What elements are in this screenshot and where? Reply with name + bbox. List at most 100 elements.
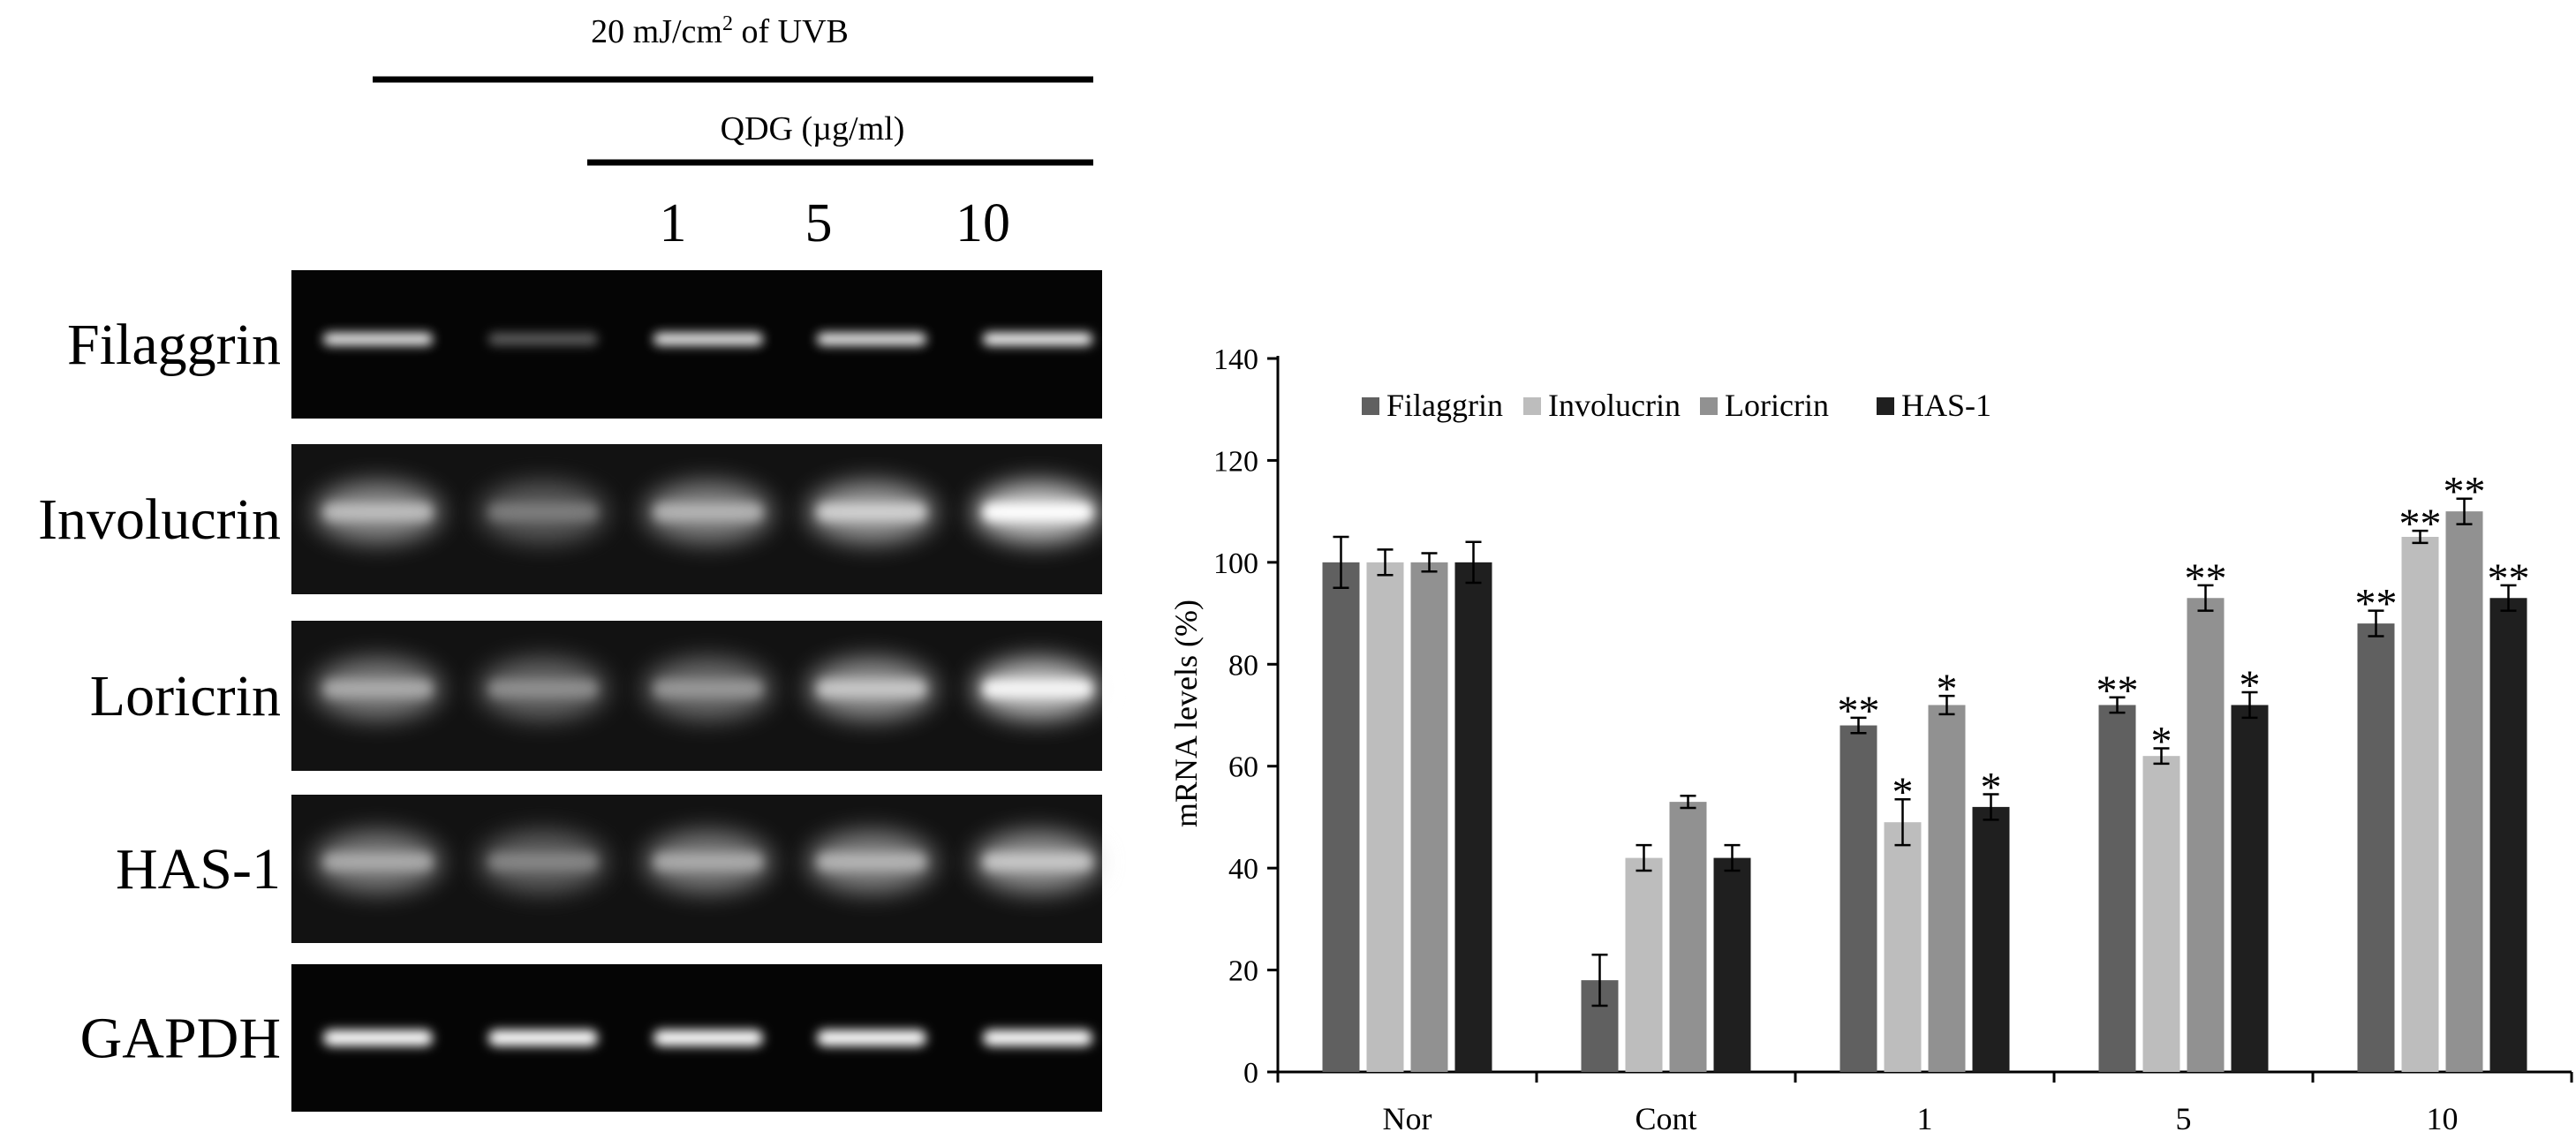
significance-marker: ** bbox=[2096, 668, 2139, 714]
legend-label: Filaggrin bbox=[1386, 388, 1503, 423]
y-tick-label: 100 bbox=[1213, 547, 1258, 580]
gel-row-involucrin: Involucrin bbox=[38, 444, 1102, 594]
legend-item: Filaggrin bbox=[1362, 388, 1503, 423]
y-tick-label: 80 bbox=[1228, 649, 1258, 682]
bar-has-1 bbox=[2231, 705, 2269, 1072]
y-tick-label: 140 bbox=[1213, 343, 1258, 376]
bar-involucrin bbox=[1884, 822, 1922, 1072]
gel-band bbox=[653, 503, 763, 521]
significance-marker: ** bbox=[1838, 688, 1880, 735]
gel-band bbox=[488, 1030, 598, 1046]
significance-marker: * bbox=[1937, 666, 1958, 713]
legend-item: HAS-1 bbox=[1877, 388, 1991, 423]
bar-loricrin bbox=[2187, 598, 2225, 1072]
gel-row-label-filaggrin: Filaggrin bbox=[67, 313, 281, 377]
gel-band bbox=[983, 1030, 1092, 1046]
significance-marker: * bbox=[2151, 719, 2172, 766]
bar-has-1 bbox=[1713, 857, 1751, 1072]
gel-band bbox=[653, 680, 763, 698]
legend-item: Involucrin bbox=[1523, 388, 1681, 423]
y-tick-label: 40 bbox=[1228, 853, 1258, 886]
dose-label-5: 5 bbox=[805, 193, 833, 253]
gel-band bbox=[488, 853, 598, 871]
gel-band bbox=[817, 680, 926, 698]
gel-band bbox=[653, 853, 763, 871]
gel-band bbox=[983, 503, 1092, 521]
gel-band bbox=[983, 853, 1092, 871]
y-axis-label: mRNA levels (%) bbox=[1168, 600, 1204, 827]
gel-band bbox=[817, 503, 926, 521]
bar-has-1 bbox=[1454, 562, 1492, 1072]
gel-band bbox=[817, 853, 926, 871]
x-tick-label: 10 bbox=[2427, 1101, 2459, 1136]
x-tick-label: Cont bbox=[1635, 1101, 1696, 1136]
bar-has-1 bbox=[2489, 598, 2527, 1072]
bar-filaggrin bbox=[2098, 705, 2136, 1072]
legend-swatch bbox=[1700, 397, 1718, 415]
significance-marker: * bbox=[1981, 764, 2002, 811]
x-ticks: Nor Cont 1 5 10 bbox=[1276, 1072, 2573, 1136]
significance-marker: ** bbox=[2355, 581, 2398, 628]
gel-row-label-involucrin: Involucrin bbox=[38, 487, 281, 552]
x-tick-label: 1 bbox=[1917, 1101, 1933, 1136]
y-tick-label: 0 bbox=[1243, 1057, 1258, 1090]
gel-band bbox=[983, 333, 1092, 345]
bar-loricrin bbox=[1410, 562, 1448, 1072]
bar-loricrin bbox=[2445, 511, 2483, 1072]
gel-band bbox=[817, 333, 926, 345]
gel-row-has-1: HAS-1 bbox=[116, 795, 1102, 943]
gel-row-label-loricrin: Loricrin bbox=[90, 664, 281, 728]
legend-label: Loricrin bbox=[1725, 388, 1829, 423]
qdg-label: QDG (µg/ml) bbox=[721, 110, 905, 147]
gel-band bbox=[983, 680, 1092, 698]
gel-rows: Filaggrin Involucrin Loricrin HAS-1 GAPDH bbox=[38, 270, 1102, 1112]
bar-involucrin bbox=[1625, 857, 1663, 1072]
legend-swatch bbox=[1362, 397, 1379, 415]
significance-marker: ** bbox=[2444, 469, 2486, 516]
bar-involucrin bbox=[2142, 756, 2180, 1072]
bar-loricrin bbox=[1928, 705, 1966, 1072]
legend-label: HAS-1 bbox=[1901, 388, 1991, 423]
bar-filaggrin bbox=[1839, 725, 1877, 1072]
gel-row-label-gapdh: GAPDH bbox=[80, 1007, 281, 1071]
gel-band bbox=[488, 503, 598, 521]
legend-swatch bbox=[1877, 397, 1894, 415]
y-tick-label: 120 bbox=[1213, 445, 1258, 478]
significance-marker: * bbox=[2240, 662, 2261, 709]
bar-filaggrin bbox=[1322, 562, 1360, 1072]
gel-band bbox=[653, 333, 763, 345]
significance-marker: ** bbox=[2399, 501, 2442, 547]
gel-band bbox=[488, 333, 598, 345]
dose-label-1: 1 bbox=[660, 193, 687, 253]
legend-label: Involucrin bbox=[1548, 388, 1681, 423]
gel-row-gapdh: GAPDH bbox=[80, 964, 1102, 1112]
gel-band bbox=[488, 680, 598, 698]
gel-band bbox=[817, 1030, 926, 1046]
bar-involucrin bbox=[2401, 537, 2439, 1072]
legend-swatch bbox=[1523, 397, 1541, 415]
significance-marker: ** bbox=[2185, 555, 2227, 602]
y-ticks: 0 20 40 60 80 100 120 140 bbox=[1213, 343, 1278, 1090]
legend-item: Loricrin bbox=[1700, 388, 1829, 423]
dose-label-10: 10 bbox=[956, 193, 1010, 253]
uvb-label: 20 mJ/cm2 of UVB bbox=[591, 12, 849, 50]
y-tick-label: 20 bbox=[1228, 955, 1258, 988]
bar-filaggrin bbox=[2357, 623, 2395, 1072]
gel-band bbox=[323, 1030, 433, 1046]
bars: ** ***************** bbox=[1322, 469, 2530, 1072]
gel-band bbox=[653, 1030, 763, 1046]
legend: Filaggrin Involucrin Loricrin HAS-1 bbox=[1362, 388, 1991, 423]
gel-band bbox=[323, 503, 433, 521]
x-tick-label: Nor bbox=[1383, 1101, 1432, 1136]
gel-band bbox=[323, 680, 433, 698]
gel-header: 20 mJ/cm2 of UVB QDG (µg/ml) 1 5 10 bbox=[373, 12, 1093, 253]
significance-marker: ** bbox=[2488, 555, 2530, 602]
gel-row-label-has-1: HAS-1 bbox=[116, 837, 281, 902]
bar-has-1 bbox=[1972, 806, 2010, 1072]
bar-loricrin bbox=[1669, 802, 1707, 1072]
gel-row-loricrin: Loricrin bbox=[90, 621, 1102, 771]
gel-band bbox=[323, 853, 433, 871]
bar-involucrin bbox=[1366, 562, 1404, 1072]
